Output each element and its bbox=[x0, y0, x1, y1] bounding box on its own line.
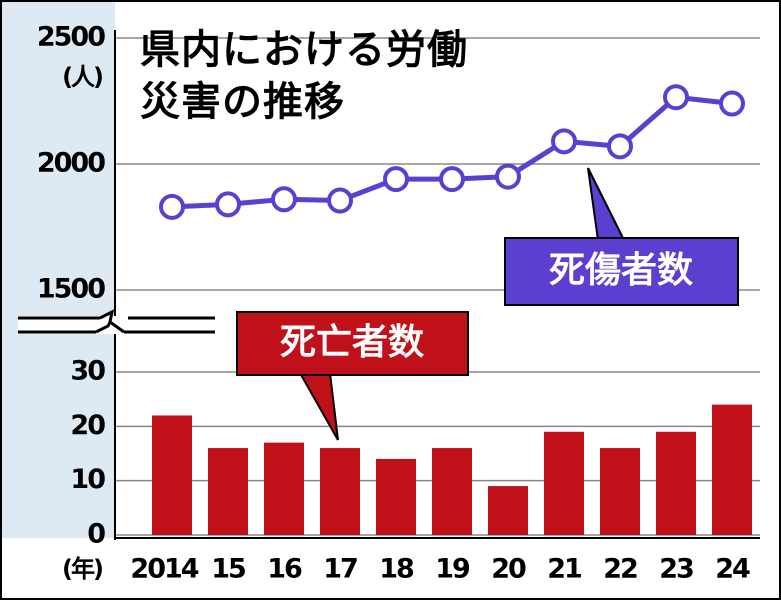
x-tick-label: 19 bbox=[435, 554, 470, 585]
x-unit: (年) bbox=[62, 555, 102, 583]
x-tick-label: 22 bbox=[603, 554, 637, 585]
point bbox=[215, 191, 241, 218]
y-tick-label: 2000 bbox=[37, 148, 105, 179]
bar bbox=[600, 448, 640, 535]
y-tick-label: 0 bbox=[87, 519, 105, 550]
point bbox=[271, 186, 297, 213]
chart-title: 県内における労働 bbox=[140, 27, 468, 73]
bar bbox=[544, 431, 584, 535]
annotation: 死傷者数 bbox=[549, 250, 693, 291]
point bbox=[439, 166, 465, 193]
point bbox=[607, 133, 633, 160]
bar bbox=[488, 486, 528, 535]
bar bbox=[320, 448, 360, 535]
point bbox=[719, 90, 745, 117]
bar bbox=[208, 448, 248, 535]
y-tick-label: 10 bbox=[70, 464, 105, 495]
bar bbox=[376, 458, 416, 535]
bar bbox=[432, 448, 472, 535]
marks bbox=[152, 84, 752, 535]
bar bbox=[152, 415, 192, 535]
annotation-line: 死傷者数 bbox=[504, 167, 739, 306]
x-tick-label: 16 bbox=[267, 554, 302, 585]
point bbox=[383, 166, 409, 193]
point bbox=[495, 163, 521, 190]
point bbox=[159, 193, 185, 220]
x-tick-label: 17 bbox=[323, 554, 357, 585]
y-tick-label: 2500 bbox=[37, 22, 105, 53]
x-tick-label: 20 bbox=[491, 554, 526, 585]
x-tick-label: 15 bbox=[211, 554, 245, 585]
y-tick-label: 30 bbox=[70, 356, 105, 387]
y-tick-label: 20 bbox=[70, 410, 105, 441]
bar bbox=[656, 431, 696, 535]
point bbox=[327, 187, 353, 214]
point bbox=[663, 84, 689, 111]
y-unit: (人) bbox=[62, 63, 102, 91]
x-tick-label: 18 bbox=[379, 554, 414, 585]
annotation-bar: 死亡者数 bbox=[236, 311, 469, 441]
axis-strip bbox=[2, 2, 115, 538]
point bbox=[551, 128, 577, 155]
x-tick-label: 2014 bbox=[130, 554, 198, 585]
bar bbox=[264, 442, 304, 535]
bar bbox=[712, 404, 752, 535]
x-tick-label: 24 bbox=[715, 554, 750, 585]
x-tick-label: 23 bbox=[659, 554, 693, 585]
x-tick-label: 21 bbox=[547, 554, 581, 585]
y-tick-label: 1500 bbox=[37, 274, 105, 305]
axis-break bbox=[18, 309, 218, 334]
chart-title: 災害の推移 bbox=[140, 79, 345, 125]
annotation: 死亡者数 bbox=[280, 322, 424, 363]
